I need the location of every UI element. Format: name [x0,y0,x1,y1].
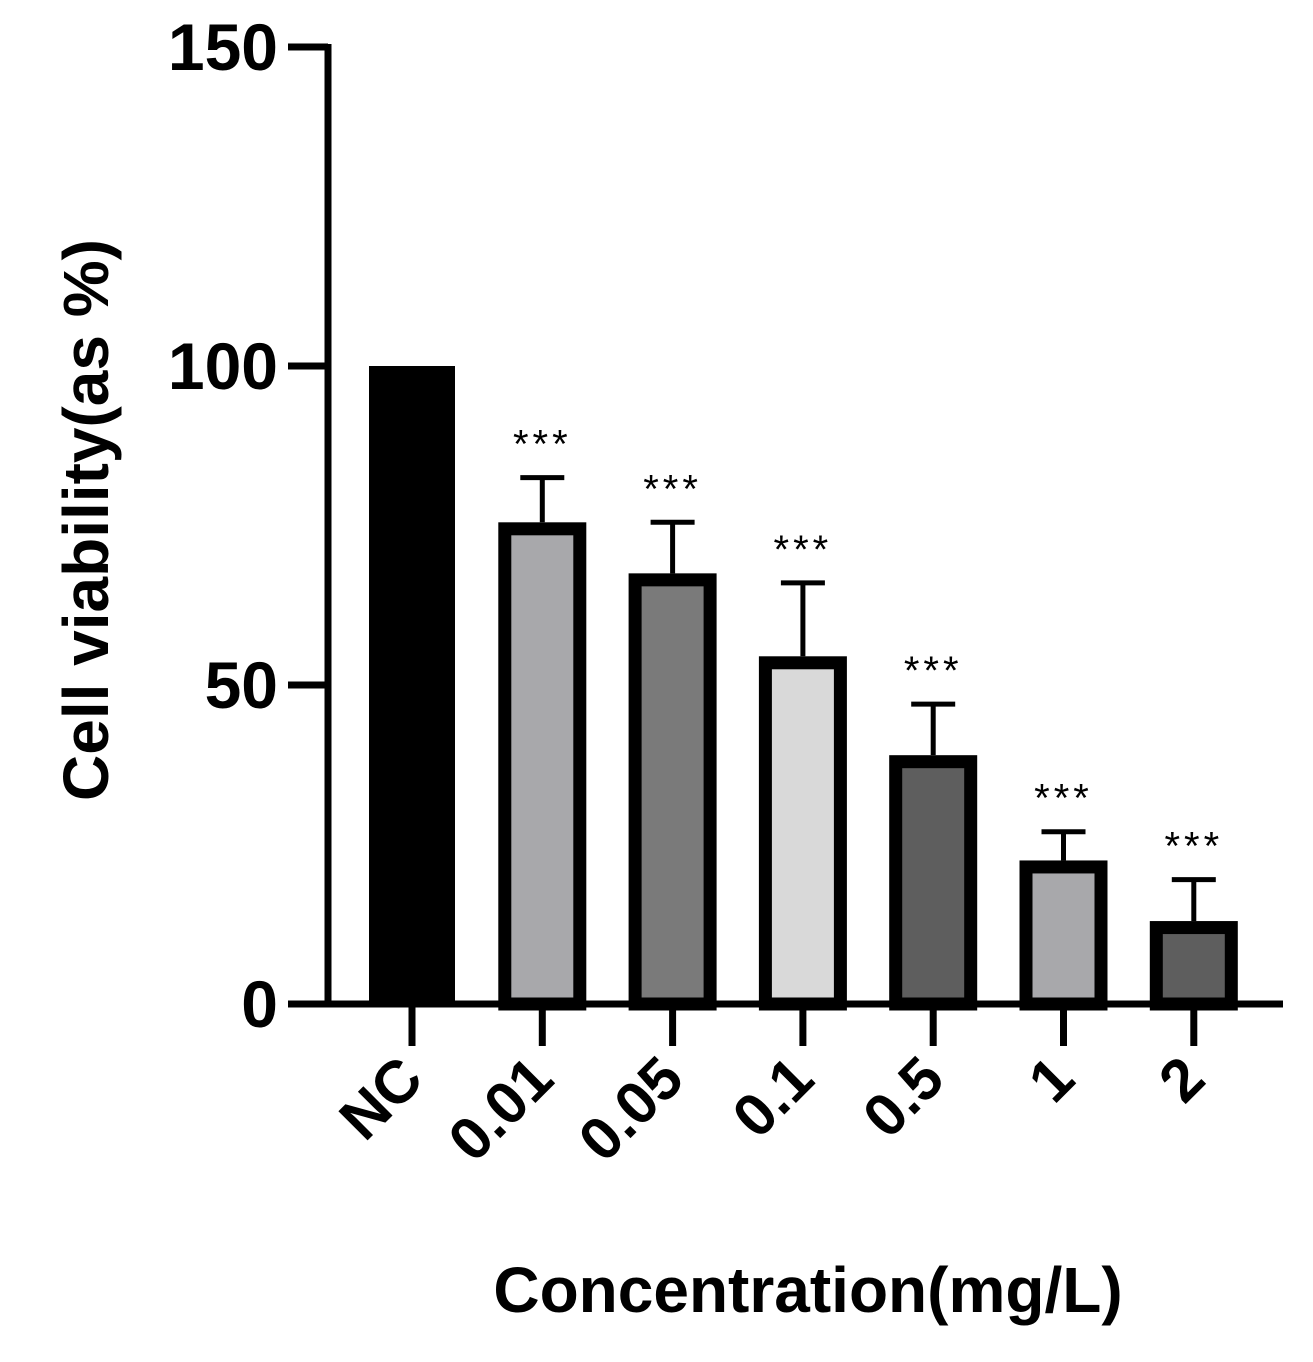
significance-label: *** [774,528,833,572]
bar-1 [1019,860,1108,1011]
x-tick-label: NC [327,1044,436,1153]
significance-label: *** [513,423,572,467]
significance-label: *** [1034,777,1093,821]
bars-layer [369,366,1238,1011]
x-axis-title: Concentration(mg/L) [493,1254,1122,1326]
x-tick-label: 0.05 [566,1044,696,1174]
significance-label: *** [1164,825,1223,869]
x-tick-label: 2 [1146,1044,1217,1115]
y-tick-label: 0 [241,967,278,1041]
x-tick-label: 1 [1016,1044,1087,1115]
y-axis-title: Cell viability(as %) [50,239,122,801]
x-tick-label: 0.1 [720,1044,826,1150]
bar-0.01 [498,522,587,1011]
x-tick-label: 0.01 [436,1044,566,1174]
bar-2 [1149,921,1238,1011]
significance-label: *** [904,649,963,693]
y-tick-label: 100 [168,329,278,403]
error-bars-layer [520,475,1216,922]
bar-0.1 [758,656,847,1011]
bar-0.05 [628,573,717,1011]
x-tick-label: 0.5 [850,1044,956,1150]
y-tick-label: 150 [168,10,278,84]
bar-0.5 [889,755,978,1011]
bar-NC [369,366,455,1004]
axes-layer [288,43,1283,1046]
significance-label: *** [643,467,702,511]
y-tick-label: 50 [205,648,278,722]
